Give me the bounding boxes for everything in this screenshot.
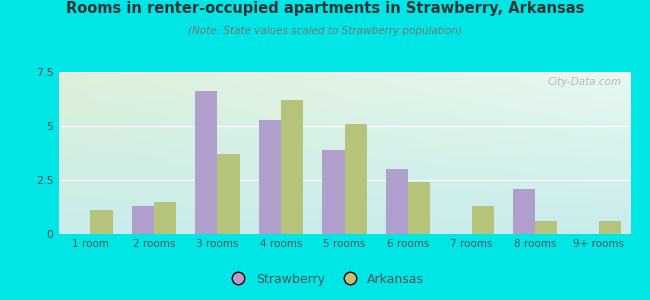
Bar: [513, 189, 535, 234]
Bar: [195, 92, 217, 234]
Bar: [472, 206, 494, 234]
Bar: [259, 119, 281, 234]
Bar: [408, 182, 430, 234]
Bar: [344, 124, 367, 234]
Bar: [90, 210, 112, 234]
Bar: [599, 221, 621, 234]
Bar: [322, 150, 344, 234]
Legend: Strawberry, Arkansas: Strawberry, Arkansas: [221, 268, 429, 291]
Bar: [535, 221, 558, 234]
Bar: [386, 169, 408, 234]
Bar: [131, 206, 154, 234]
Text: City-Data.com: City-Data.com: [548, 77, 622, 87]
Text: Rooms in renter-occupied apartments in Strawberry, Arkansas: Rooms in renter-occupied apartments in S…: [66, 2, 584, 16]
Text: (Note: State values scaled to Strawberry population): (Note: State values scaled to Strawberry…: [188, 26, 462, 35]
Bar: [154, 202, 176, 234]
Bar: [281, 100, 303, 234]
Bar: [217, 154, 240, 234]
